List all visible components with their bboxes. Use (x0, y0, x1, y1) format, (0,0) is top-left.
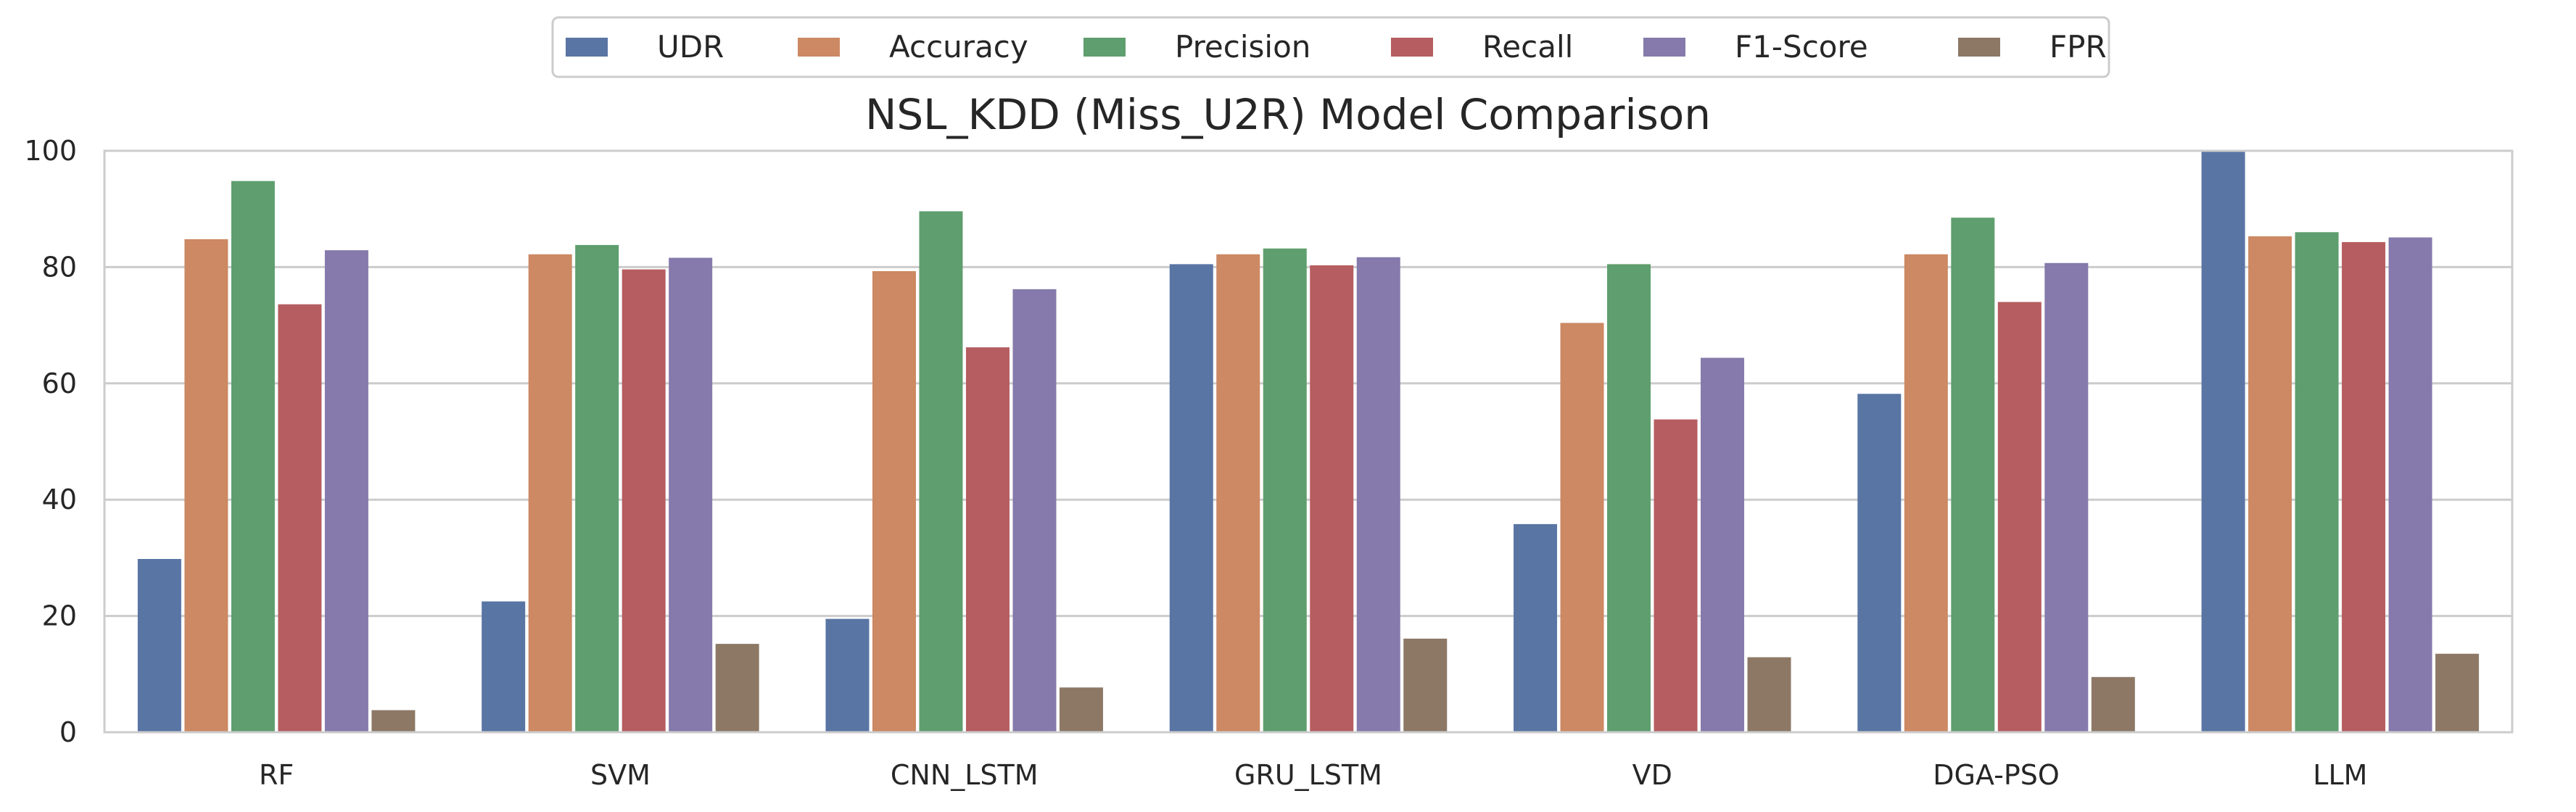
legend-swatch-recall (1391, 38, 1433, 57)
x-tick-label: RF (259, 759, 294, 791)
y-tick-label: 40 (42, 484, 77, 515)
y-gridlines (104, 149, 2512, 734)
bar-rf-recall (278, 304, 322, 732)
bar-cnn_lstm-precision (919, 211, 963, 733)
bar-gru_lstm-fpr (1403, 638, 1448, 732)
bar-llm-accuracy (2248, 236, 2292, 732)
bar-rf-accuracy (184, 239, 228, 732)
legend-label: FPR (2049, 29, 2107, 65)
bar-svm-udr (482, 601, 526, 732)
bar-svm-accuracy (528, 254, 572, 733)
bar-cnn_lstm-accuracy (872, 271, 916, 732)
bars (137, 151, 2480, 733)
bar-gru_lstm-udr (1169, 264, 1213, 732)
bar-dga-pso-accuracy (1904, 254, 1948, 733)
bar-llm-f1-score (2388, 237, 2432, 732)
chart-title: NSL_KDD (Miss_U2R) Model Comparison (865, 90, 1711, 139)
y-axis: 0 20 40 60 80 100 (24, 135, 77, 748)
x-tick-label: SVM (590, 759, 651, 791)
y-tick-label: 80 (42, 251, 77, 283)
bar-dga-pso-recall (1997, 302, 2042, 732)
bar-vd-udr (1514, 523, 1558, 732)
legend: UDR Accuracy Precision Recall F1-Score FPR (551, 16, 2110, 78)
legend-swatch-fpr (1958, 38, 2000, 57)
bar-gru_lstm-precision (1263, 248, 1307, 733)
bar-rf-f1-score (324, 250, 368, 733)
bar-dga-pso-udr (1857, 394, 1902, 732)
bar-cnn_lstm-udr (825, 618, 870, 732)
bar-rf-fpr (371, 710, 416, 732)
legend-label: Recall (1482, 29, 1573, 65)
bar-dga-pso-f1-score (2044, 262, 2089, 732)
bar-cnn_lstm-recall (965, 347, 1010, 732)
bar-cnn_lstm-f1-score (1012, 289, 1057, 733)
y-tick-label: 60 (42, 368, 77, 399)
bar-llm-udr (2201, 151, 2245, 732)
bar-llm-recall (2342, 241, 2386, 732)
bar-svm-fpr (715, 644, 759, 732)
x-tick-label: CNN_LSTM (891, 759, 1039, 791)
x-tick-label: LLM (2313, 759, 2367, 791)
bar-svm-f1-score (669, 257, 713, 732)
legend-swatch-f1-score (1643, 38, 1685, 57)
plot-frame (103, 149, 2514, 734)
bar-gru_lstm-f1-score (1356, 257, 1400, 732)
bar-dga-pso-precision (1951, 218, 1995, 733)
legend-swatch-accuracy (798, 38, 840, 57)
x-tick-label: VD (1632, 759, 1672, 791)
bar-llm-fpr (2435, 653, 2480, 732)
legend-label: UDR (657, 29, 724, 65)
bar-vd-recall (1654, 419, 1698, 732)
bar-vd-f1-score (1701, 357, 1745, 733)
x-tick-label: GRU_LSTM (1234, 759, 1382, 791)
bar-vd-fpr (1747, 657, 1791, 732)
y-tick-label: 20 (42, 600, 77, 632)
bar-svm-recall (622, 269, 666, 732)
x-tick-label: DGA-PSO (1933, 759, 2060, 791)
x-axis: RF SVM CNN_LSTM GRU_LSTM VD DGA-PSO LLM (259, 759, 2367, 791)
legend-swatch-udr (566, 38, 608, 57)
legend-box (551, 16, 2110, 78)
bar-gru_lstm-recall (1310, 265, 1354, 732)
bar-vd-accuracy (1560, 323, 1604, 733)
bar-vd-precision (1607, 264, 1651, 732)
legend-label: F1-Score (1735, 29, 1868, 65)
bar-cnn_lstm-fpr (1059, 687, 1103, 732)
y-tick-label: 100 (24, 135, 77, 167)
legend-label: Precision (1175, 29, 1310, 65)
bar-llm-precision (2295, 232, 2339, 732)
bar-svm-precision (575, 244, 619, 732)
y-tick-label: 0 (59, 716, 77, 748)
legend-label: Accuracy (889, 29, 1028, 65)
bar-dga-pso-fpr (2091, 676, 2135, 732)
bar-rf-precision (231, 181, 275, 733)
bar-gru_lstm-accuracy (1216, 254, 1260, 733)
legend-swatch-precision (1083, 38, 1126, 57)
bar-rf-udr (137, 559, 181, 732)
